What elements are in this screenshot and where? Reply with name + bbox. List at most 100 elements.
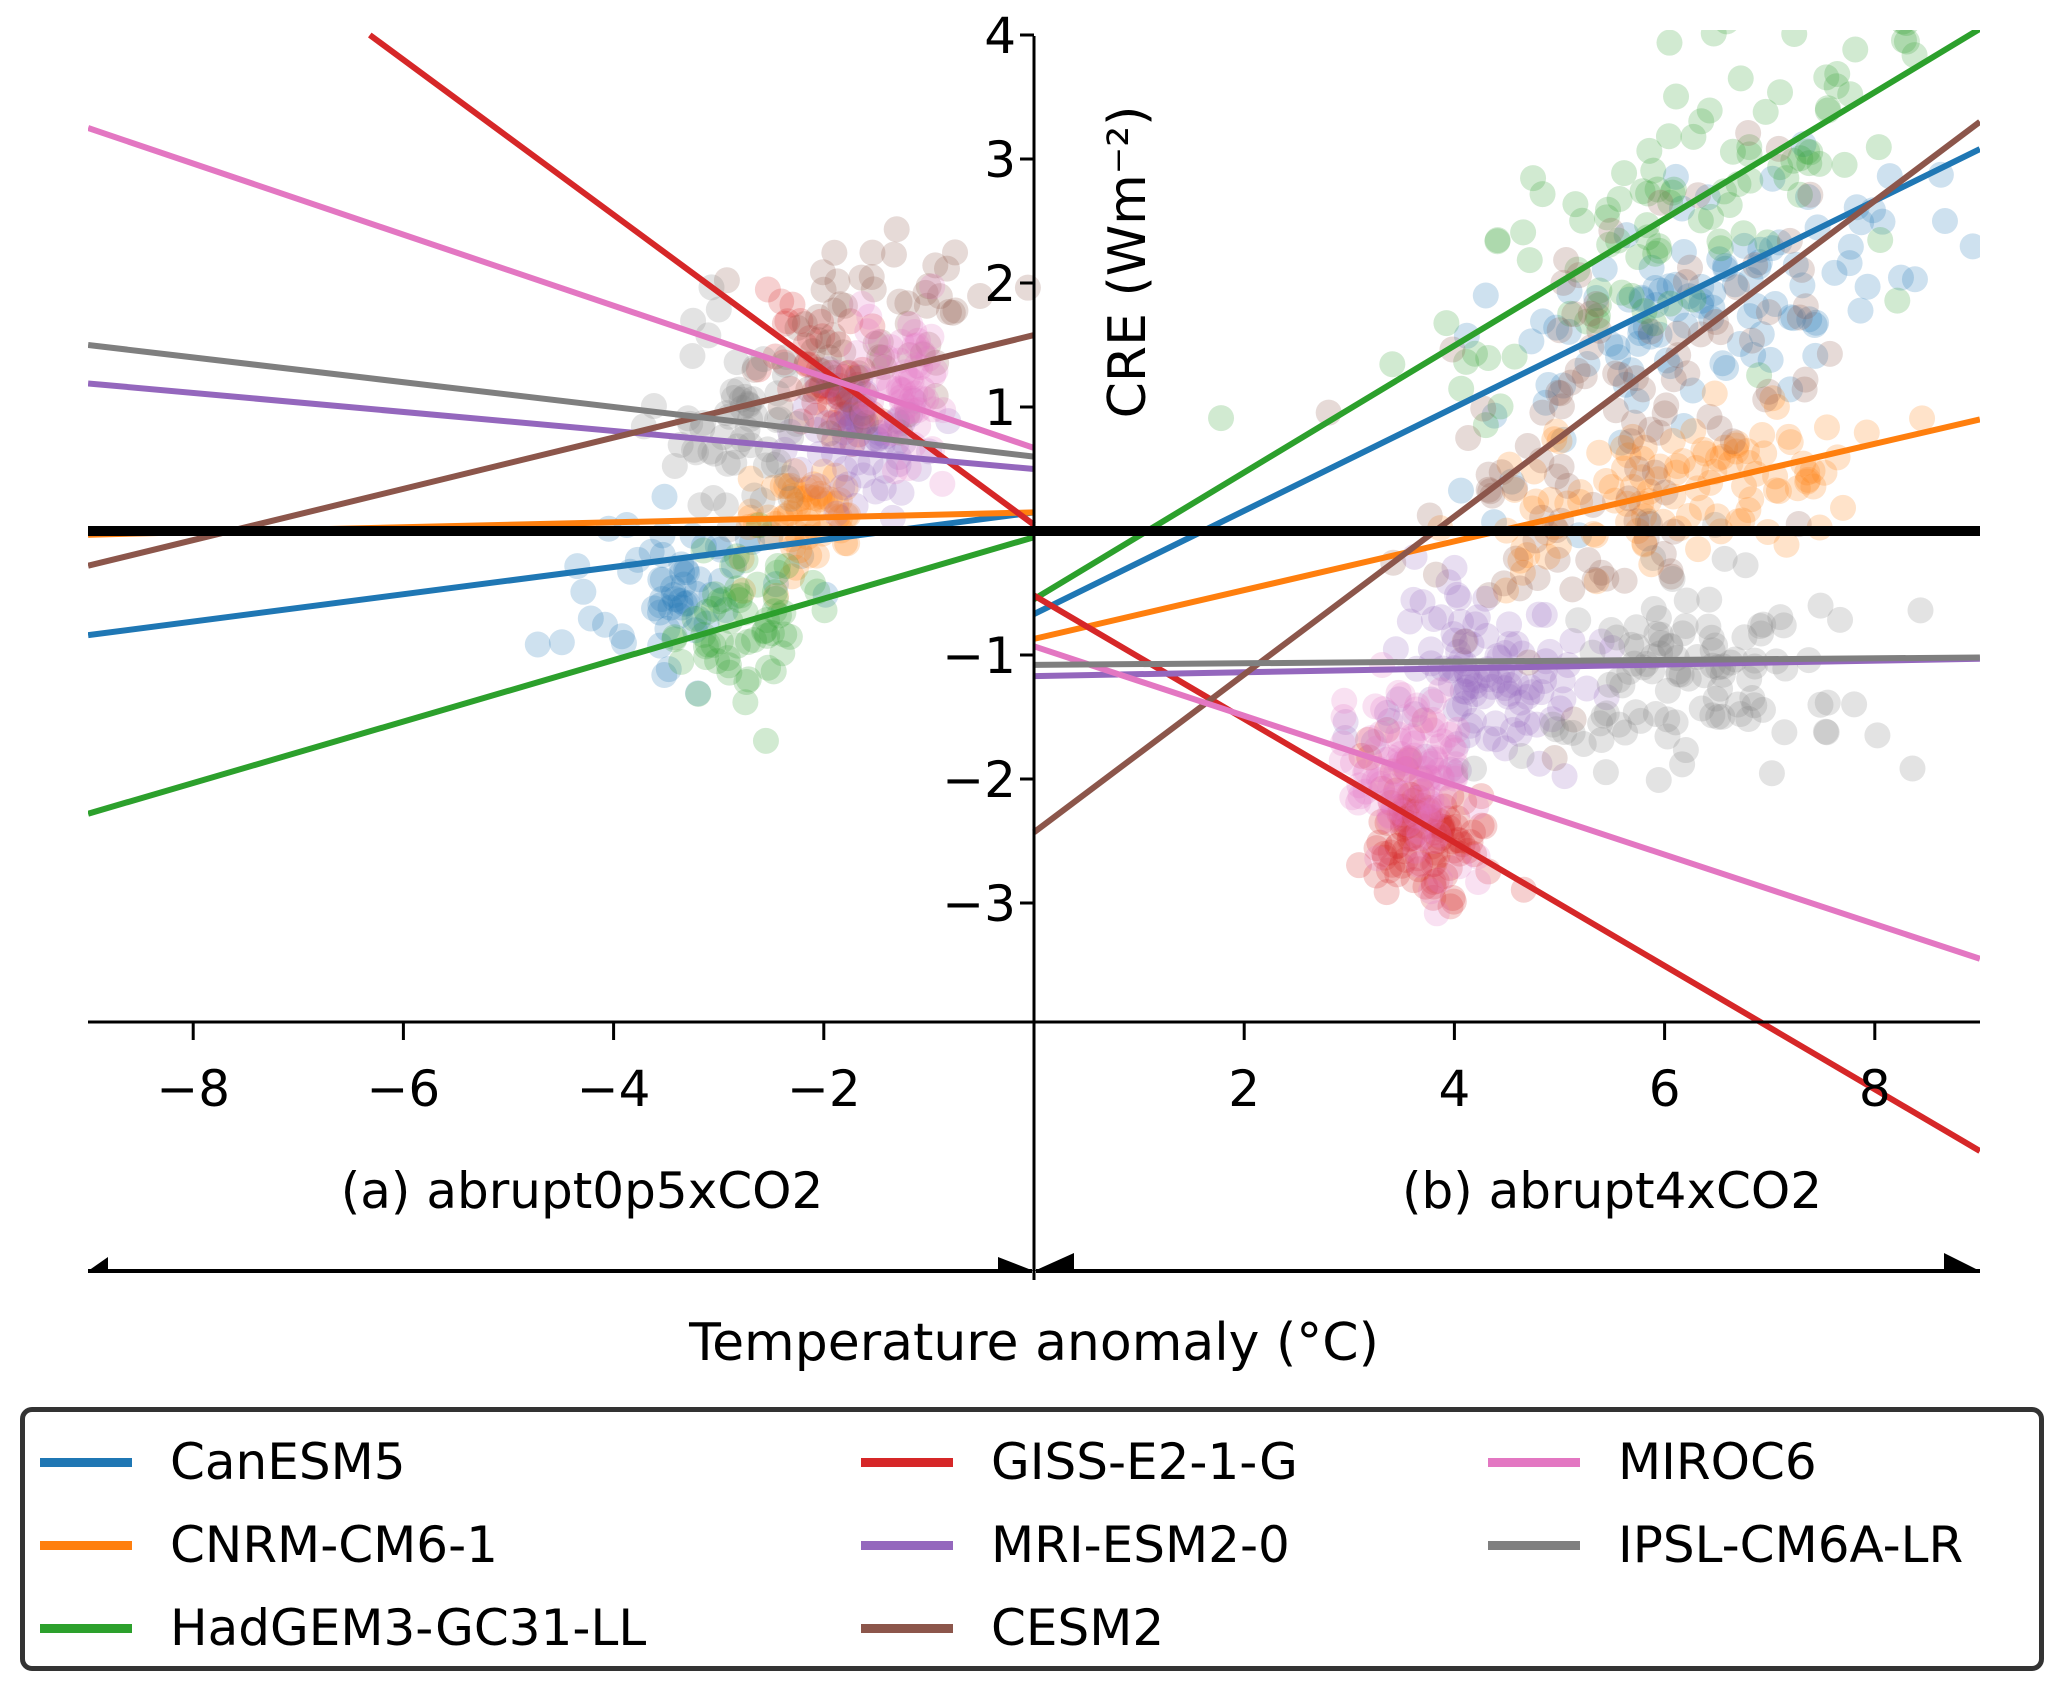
- scatter-point: [795, 483, 822, 510]
- scatter-point: [1662, 163, 1689, 190]
- scatter-point: [1797, 181, 1824, 208]
- scatter-point: [730, 577, 757, 604]
- scatter-point: [1688, 494, 1715, 521]
- scatter-point: [1473, 622, 1500, 649]
- panel-a-label: (a) abrupt0p5xCO2: [341, 1162, 824, 1220]
- scatter-point: [1609, 672, 1636, 699]
- scatter-point: [787, 307, 814, 334]
- scatter-point: [1791, 376, 1818, 403]
- scatter-point: [1555, 318, 1582, 345]
- scatter-point: [1660, 176, 1687, 203]
- scatter-point: [651, 661, 678, 688]
- scatter-point: [858, 264, 885, 291]
- scatter-point: [1895, 30, 1918, 36]
- scatter-point: [1642, 275, 1669, 302]
- scatter-point: [1548, 393, 1575, 420]
- scatter-point: [1507, 689, 1534, 716]
- scatter-point: [872, 457, 899, 484]
- x-tick-label: 4: [1438, 1060, 1470, 1118]
- scatter-point: [1586, 439, 1613, 466]
- scatter-point: [1631, 530, 1658, 557]
- scatter-point: [862, 478, 889, 505]
- scatter-point: [1735, 497, 1762, 524]
- scatter-point: [1493, 577, 1520, 604]
- scatter-point: [1547, 695, 1574, 722]
- scatter-point: [1496, 671, 1523, 698]
- scatter-point: [657, 594, 684, 621]
- scatter-point: [700, 595, 727, 622]
- scatter-point: [1706, 228, 1733, 255]
- scatter-point: [1746, 362, 1773, 389]
- scatter-point: [1640, 545, 1667, 572]
- scatter-point: [1363, 790, 1390, 817]
- scatter-point: [1629, 178, 1656, 205]
- scatter-point: [783, 491, 810, 518]
- legend-item: IPSL-CM6A-LR: [1478, 1515, 1963, 1575]
- scatter-point: [713, 267, 740, 294]
- scatter-point: [774, 465, 801, 492]
- scatter-point: [1770, 612, 1797, 639]
- scatter-point: [1405, 784, 1432, 811]
- scatter-point: [1339, 784, 1366, 811]
- scatter-point: [1672, 612, 1699, 639]
- scatter-point: [825, 331, 852, 358]
- scatter-point: [1570, 730, 1597, 757]
- scatter-point: [1374, 809, 1401, 836]
- scatter-point: [1391, 838, 1418, 865]
- scatter-point: [1654, 706, 1681, 733]
- scatter-point: [1795, 184, 1822, 211]
- scatter-point: [1662, 271, 1689, 298]
- scatter-point: [719, 553, 746, 580]
- scatter-point: [754, 622, 781, 649]
- scatter-point: [1449, 677, 1476, 704]
- arrowhead-b-left: [1034, 1253, 1074, 1271]
- scatter-point: [679, 342, 706, 369]
- scatter-point: [1821, 259, 1848, 286]
- scatter-point: [1640, 596, 1667, 623]
- scatter-point: [1528, 679, 1555, 706]
- scatter-point: [1440, 888, 1467, 915]
- scatter-point: [1691, 662, 1718, 689]
- x-tick-label: −8: [156, 1060, 230, 1118]
- scatter-point: [1517, 674, 1544, 701]
- legend-item: CanESM5: [30, 1432, 406, 1492]
- scatter-point: [1717, 450, 1744, 477]
- scatter-point: [1719, 138, 1746, 165]
- scatter-point: [1455, 425, 1482, 452]
- scatter-point: [1364, 845, 1391, 872]
- scatter-point: [1453, 658, 1480, 685]
- scatter-point: [1672, 737, 1699, 764]
- scatter-point: [877, 334, 904, 361]
- scatter-point: [869, 344, 896, 371]
- scatter-point: [1509, 559, 1536, 586]
- scatter-point: [1588, 727, 1615, 754]
- scatter-point: [1625, 244, 1652, 271]
- scatter-point: [866, 344, 893, 371]
- scatter-point: [735, 666, 762, 693]
- scatter-point: [848, 264, 875, 291]
- scatter-point: [1437, 756, 1464, 783]
- scatter-point: [822, 462, 849, 489]
- scatter-point: [1428, 604, 1455, 631]
- scatter-point: [805, 327, 832, 354]
- scatter-point: [1786, 181, 1813, 208]
- scatter-point: [1452, 628, 1479, 655]
- scatter-point: [660, 575, 687, 602]
- scatter-point: [1641, 310, 1668, 337]
- scatter-point: [707, 628, 734, 655]
- scatter-point: [864, 329, 891, 356]
- scatter-point: [1514, 683, 1541, 710]
- scatter-point: [1407, 850, 1434, 877]
- scatter-point: [1496, 611, 1523, 638]
- scatter-point: [1659, 428, 1686, 455]
- scatter-point: [1396, 826, 1423, 853]
- scatter-point: [830, 339, 857, 366]
- scatter-point: [774, 308, 801, 335]
- scatter-point: [1777, 429, 1804, 456]
- arrowhead-left: [88, 1257, 108, 1271]
- scatter-point: [859, 313, 886, 340]
- scatter-point: [792, 394, 819, 421]
- scatter-point: [1985, 0, 2011, 12]
- scatter-point: [1384, 861, 1411, 888]
- scatter-point: [1431, 793, 1458, 820]
